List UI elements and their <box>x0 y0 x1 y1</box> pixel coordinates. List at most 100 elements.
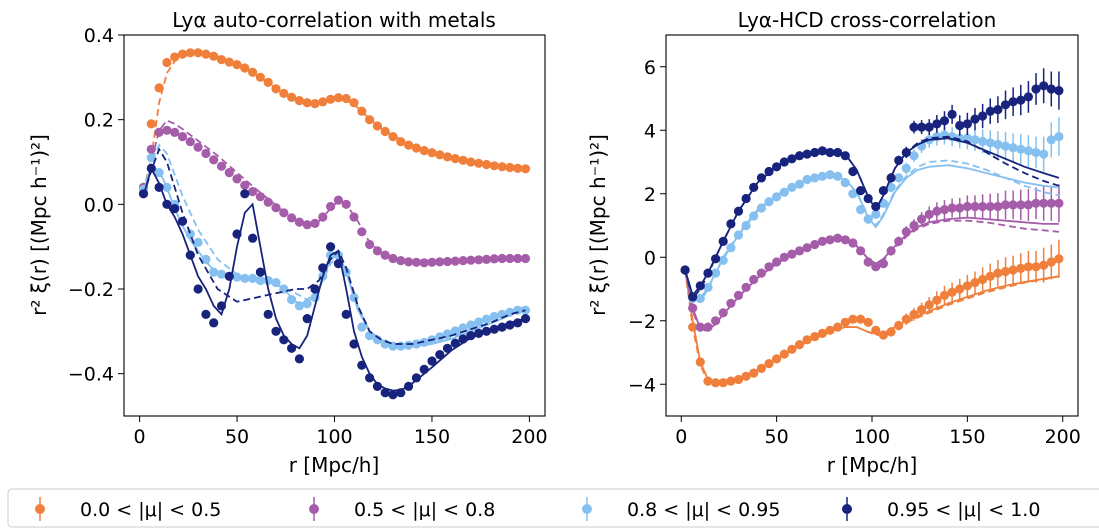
data-point <box>871 262 881 272</box>
data-point <box>365 115 375 125</box>
data-point <box>419 258 429 268</box>
data-point <box>749 368 759 378</box>
data-point <box>146 163 156 173</box>
y-tick-label: 0.2 <box>84 110 114 132</box>
data-point <box>878 259 889 269</box>
model-curve-dashed <box>684 219 1059 332</box>
data-point <box>1054 198 1064 208</box>
data-point <box>1023 146 1033 156</box>
legend-marker <box>35 504 45 514</box>
data-point <box>1008 265 1018 275</box>
data-point <box>427 356 437 366</box>
data-point <box>1054 132 1064 142</box>
data-point <box>779 349 789 359</box>
data-point <box>741 220 751 231</box>
data-point <box>255 72 265 82</box>
data-point <box>695 357 705 367</box>
legend-label: 0.5 < |μ| < 0.8 <box>354 499 495 521</box>
data-point <box>388 390 398 400</box>
data-point <box>318 212 328 222</box>
y-tick-label: −0.2 <box>68 279 114 301</box>
data-point <box>404 140 414 150</box>
data-point <box>333 259 343 269</box>
data-point <box>726 243 736 253</box>
data-point <box>450 154 460 164</box>
data-point <box>825 235 835 245</box>
data-point <box>177 216 188 226</box>
data-point <box>185 48 195 58</box>
right-x-axis-label: r [Mpc/h] <box>827 453 918 477</box>
data-point <box>489 161 499 171</box>
data-point <box>894 236 904 246</box>
data-point <box>1031 262 1041 272</box>
data-point <box>863 193 873 204</box>
data-point <box>287 295 297 305</box>
data-point <box>711 254 721 264</box>
data-point <box>427 148 437 158</box>
data-point <box>871 209 881 219</box>
data-point <box>520 314 531 324</box>
data-point <box>833 233 843 243</box>
data-point <box>326 94 336 104</box>
x-tick-label: 150 <box>949 426 985 448</box>
data-point <box>263 275 273 286</box>
data-point <box>1039 149 1049 159</box>
data-point <box>341 93 351 104</box>
data-point <box>718 236 728 246</box>
data-point <box>711 268 721 278</box>
data-point <box>372 381 382 391</box>
data-point <box>733 374 744 385</box>
data-point <box>474 328 484 338</box>
data-point <box>947 287 957 297</box>
data-point <box>396 137 406 147</box>
right-y-axis-label: r² ξ(r) [(Mpc h⁻¹)²] <box>586 134 610 316</box>
data-point <box>513 253 523 264</box>
data-point <box>1054 254 1064 264</box>
data-point <box>474 317 484 327</box>
data-point <box>1039 198 1049 208</box>
data-point <box>695 281 705 291</box>
data-point <box>817 328 828 338</box>
data-point <box>302 98 312 108</box>
data-point <box>1046 84 1056 94</box>
data-point <box>680 265 690 275</box>
data-point <box>185 229 195 239</box>
data-point <box>240 180 250 190</box>
data-point <box>216 55 227 65</box>
data-point <box>939 290 950 300</box>
data-point <box>396 256 406 266</box>
data-point <box>863 317 873 327</box>
data-point <box>279 88 289 98</box>
legend-label: 0.8 < |μ| < 0.95 <box>627 499 780 521</box>
data-point <box>310 218 320 228</box>
data-point <box>1000 266 1011 277</box>
data-point <box>985 201 995 212</box>
data-point <box>255 267 265 277</box>
data-point <box>177 49 188 59</box>
data-point <box>263 197 273 207</box>
fit-curve-solid <box>684 269 1060 384</box>
data-point <box>271 84 281 94</box>
y-tick-label: 0.4 <box>84 25 114 47</box>
data-point <box>497 322 507 332</box>
data-point <box>146 119 156 129</box>
data-point <box>810 239 820 250</box>
data-point <box>372 335 382 345</box>
data-point <box>794 179 805 189</box>
data-point <box>909 220 919 231</box>
legend-entry-3: 0.8 < |μ| < 0.95 <box>582 497 780 521</box>
x-tick-label: 150 <box>414 426 450 448</box>
data-point <box>154 127 164 137</box>
data-point <box>162 199 172 209</box>
data-point <box>474 158 484 168</box>
x-tick-label: 0 <box>134 426 146 448</box>
data-point <box>435 257 445 267</box>
data-point <box>909 151 919 161</box>
data-point <box>726 298 736 308</box>
data-point <box>232 229 242 239</box>
data-point <box>863 214 873 224</box>
legend-marker <box>582 504 592 514</box>
data-point <box>1023 262 1033 272</box>
data-point <box>170 204 180 214</box>
data-point <box>1046 135 1056 145</box>
